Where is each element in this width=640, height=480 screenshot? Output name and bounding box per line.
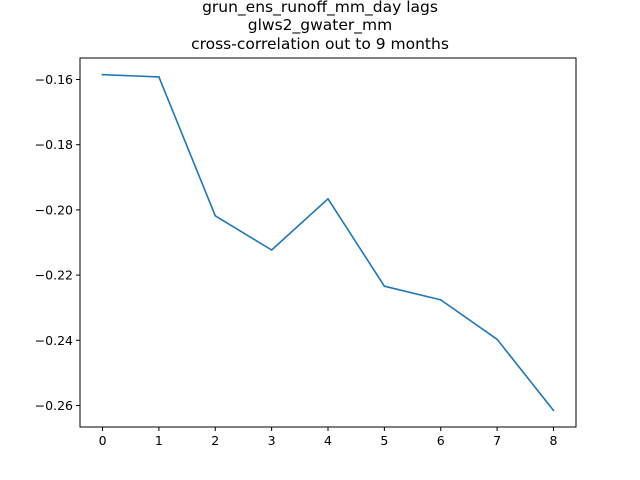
y-tick-label: −0.16 <box>35 72 73 87</box>
y-tick-label: −0.18 <box>35 137 73 152</box>
x-tick-label: 8 <box>549 433 557 448</box>
y-tick-label: −0.26 <box>35 398 73 413</box>
x-tick-label: 1 <box>155 433 163 448</box>
x-tick-label: 2 <box>211 433 219 448</box>
x-axis: 0 1 2 3 4 5 6 7 8 <box>99 427 557 448</box>
data-point <box>383 285 386 287</box>
plot-area-frame <box>79 57 577 428</box>
chart-title: grun_ens_runoff_mm_day lags glws2_gwater… <box>191 0 449 53</box>
y-tick-label: −0.24 <box>35 333 73 348</box>
data-point <box>327 198 329 200</box>
data-point <box>270 249 273 251</box>
data-point <box>439 299 442 301</box>
data-point <box>158 76 160 78</box>
chart-title-line-2: glws2_gwater_mm <box>248 16 392 35</box>
series-layer <box>101 73 555 412</box>
y-tick-label: −0.22 <box>35 268 73 283</box>
x-tick-label: 3 <box>268 433 276 448</box>
data-point <box>214 214 217 217</box>
series-line-0 <box>101 73 555 412</box>
data-point <box>101 73 104 76</box>
y-axis: −0.16 −0.18 −0.20 −0.22 −0.24 −0.26 <box>35 72 80 413</box>
y-tick-label: −0.20 <box>35 202 73 217</box>
x-tick-label: 6 <box>437 433 445 448</box>
data-point <box>552 409 555 412</box>
x-tick-label: 0 <box>99 433 107 448</box>
x-tick-label: 5 <box>380 433 388 448</box>
x-tick-label: 7 <box>493 433 501 448</box>
chart-title-line-3: cross-correlation out to 9 months <box>191 35 449 53</box>
data-point <box>496 338 498 341</box>
chart-title-line-1: grun_ens_runoff_mm_day lags <box>202 0 438 17</box>
x-tick-label: 4 <box>324 433 332 448</box>
